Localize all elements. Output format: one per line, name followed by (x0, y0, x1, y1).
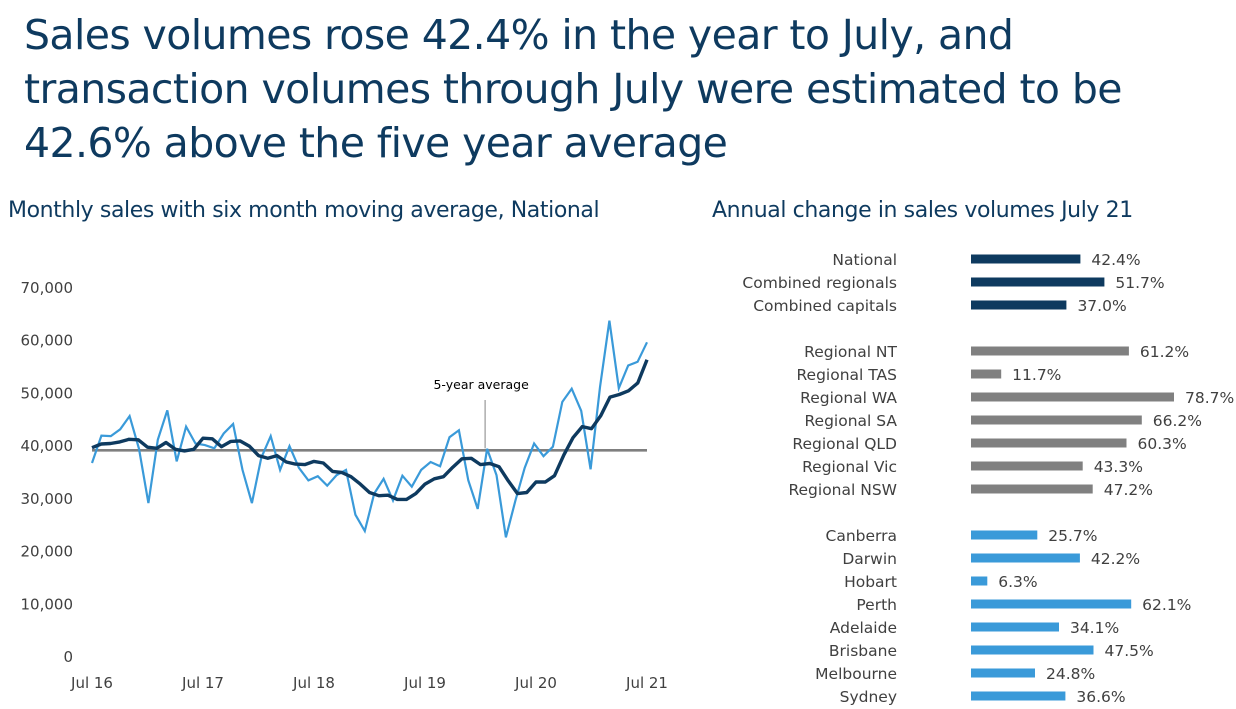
bar-summary (971, 277, 1105, 287)
bar-category-label: Canberra (826, 527, 898, 545)
y-tick-label: 30,000 (21, 490, 74, 508)
bar-category-label: Regional NT (804, 343, 897, 361)
bar-value-label: 62.1% (1142, 596, 1191, 614)
bar-value-label: 60.3% (1138, 435, 1187, 453)
bar-row: Regional SA 66.2% (804, 412, 1202, 430)
bar-row: Melbourne 24.8% (815, 665, 1095, 683)
bar-regional (971, 461, 1083, 471)
bar-row: Perth 62.1% (856, 596, 1191, 614)
y-tick-label: 0 (63, 648, 73, 666)
x-tick-label: Jul 16 (70, 674, 113, 692)
line-chart: 0 10,000 20,000 30,000 40,000 50,000 60,000 70,… (21, 279, 668, 692)
bar-capitals (971, 645, 1094, 655)
bar-chart-bars: National 42.4%Combined regionals 51.7%Comb… (742, 251, 1234, 706)
x-tick-label: Jul 19 (403, 674, 446, 692)
bar-regional (971, 438, 1127, 448)
x-axis-ticks: Jul 16 Jul 17 Jul 18 Jul 19 Jul 20 Jul 21 (70, 674, 668, 692)
bar-capitals (971, 668, 1035, 678)
bar-value-label: 47.2% (1104, 481, 1153, 499)
bar-value-label: 43.3% (1094, 458, 1143, 476)
series-line-monthly-sales (90, 320, 648, 538)
x-tick-label: Jul 21 (625, 674, 668, 692)
bar-value-label: 42.2% (1091, 550, 1140, 568)
bar-summary (971, 254, 1081, 264)
bar-value-label: 66.2% (1153, 412, 1202, 430)
y-tick-label: 20,000 (21, 543, 74, 561)
bar-chart-title: Annual change in sales volumes July 21 (712, 198, 1133, 223)
bar-value-label: 51.7% (1115, 274, 1164, 292)
bar-capitals (971, 599, 1132, 609)
annotation-label: 5-year average (433, 377, 529, 392)
bar-category-label: Sydney (840, 688, 897, 706)
series-line-moving-average (91, 359, 649, 502)
line-chart-title: Monthly sales with six month moving aver… (8, 198, 600, 223)
bar-value-label: 61.2% (1140, 343, 1189, 361)
bar-row: Regional TAS 11.7% (796, 366, 1061, 384)
bar-regional (971, 346, 1129, 356)
bar-category-label: Combined capitals (753, 297, 897, 315)
bar-value-label: 37.0% (1077, 297, 1126, 315)
bar-value-label: 11.7% (1012, 366, 1061, 384)
bar-row: Darwin 42.2% (842, 550, 1140, 568)
bar-category-label: Melbourne (815, 665, 897, 683)
bar-regional (971, 369, 1002, 379)
bar-row: Brisbane 47.5% (829, 642, 1154, 660)
bar-value-label: 6.3% (998, 573, 1037, 591)
bar-category-label: Regional Vic (802, 458, 897, 476)
y-tick-label: 70,000 (21, 279, 74, 297)
bar-value-label: 42.4% (1091, 251, 1140, 269)
bar-regional (971, 392, 1174, 402)
bar-row: Sydney 36.6% (840, 688, 1126, 706)
bar-capitals (971, 622, 1059, 632)
bar-row: Canberra 25.7% (826, 527, 1098, 545)
bar-regional (971, 415, 1142, 425)
bar-value-label: 24.8% (1046, 665, 1095, 683)
bar-row: Regional QLD 60.3% (792, 435, 1186, 453)
bar-category-label: Regional QLD (792, 435, 897, 453)
bar-category-label: Perth (856, 596, 897, 614)
bar-category-label: Regional SA (804, 412, 897, 430)
bar-category-label: Hobart (844, 573, 897, 591)
bar-capitals (971, 576, 988, 586)
y-tick-label: 50,000 (21, 384, 74, 402)
bar-row: Regional NT 61.2% (804, 343, 1189, 361)
bar-row: National 42.4% (832, 251, 1140, 269)
bar-category-label: National (832, 251, 897, 269)
y-axis-ticks: 0 10,000 20,000 30,000 40,000 50,000 60,000 70,… (21, 279, 74, 666)
bar-row: Adelaide 34.1% (830, 619, 1119, 637)
bar-capitals (971, 530, 1038, 540)
bar-row: Regional WA 78.7% (800, 389, 1234, 407)
bar-category-label: Regional TAS (796, 366, 897, 384)
bar-category-label: Combined regionals (742, 274, 897, 292)
x-tick-label: Jul 17 (181, 674, 224, 692)
x-tick-label: Jul 20 (514, 674, 557, 692)
bar-summary (971, 300, 1067, 310)
y-tick-label: 60,000 (21, 332, 74, 350)
bar-value-label: 47.5% (1105, 642, 1154, 660)
x-tick-label: Jul 18 (292, 674, 335, 692)
bar-category-label: Regional NSW (788, 481, 897, 499)
bar-capitals (971, 691, 1066, 701)
bar-regional (971, 484, 1093, 494)
bar-category-label: Darwin (842, 550, 897, 568)
bar-row: Regional NSW 47.2% (788, 481, 1153, 499)
bar-category-label: Brisbane (829, 642, 897, 660)
bar-value-label: 36.6% (1076, 688, 1125, 706)
bar-row: Combined capitals 37.0% (753, 297, 1127, 315)
bar-value-label: 34.1% (1070, 619, 1119, 637)
bar-capitals (971, 553, 1080, 563)
bar-value-label: 78.7% (1185, 389, 1234, 407)
bar-row: Regional Vic 43.3% (802, 458, 1143, 476)
bar-row: Hobart 6.3% (844, 573, 1038, 591)
y-tick-label: 40,000 (21, 437, 74, 455)
bar-category-label: Adelaide (830, 619, 897, 637)
bar-row: Combined regionals 51.7% (742, 274, 1164, 292)
y-tick-label: 10,000 (21, 595, 74, 613)
bar-value-label: 25.7% (1048, 527, 1097, 545)
page-headline: Sales volumes rose 42.4% in the year to … (24, 11, 1123, 167)
bar-category-label: Regional WA (800, 389, 897, 407)
